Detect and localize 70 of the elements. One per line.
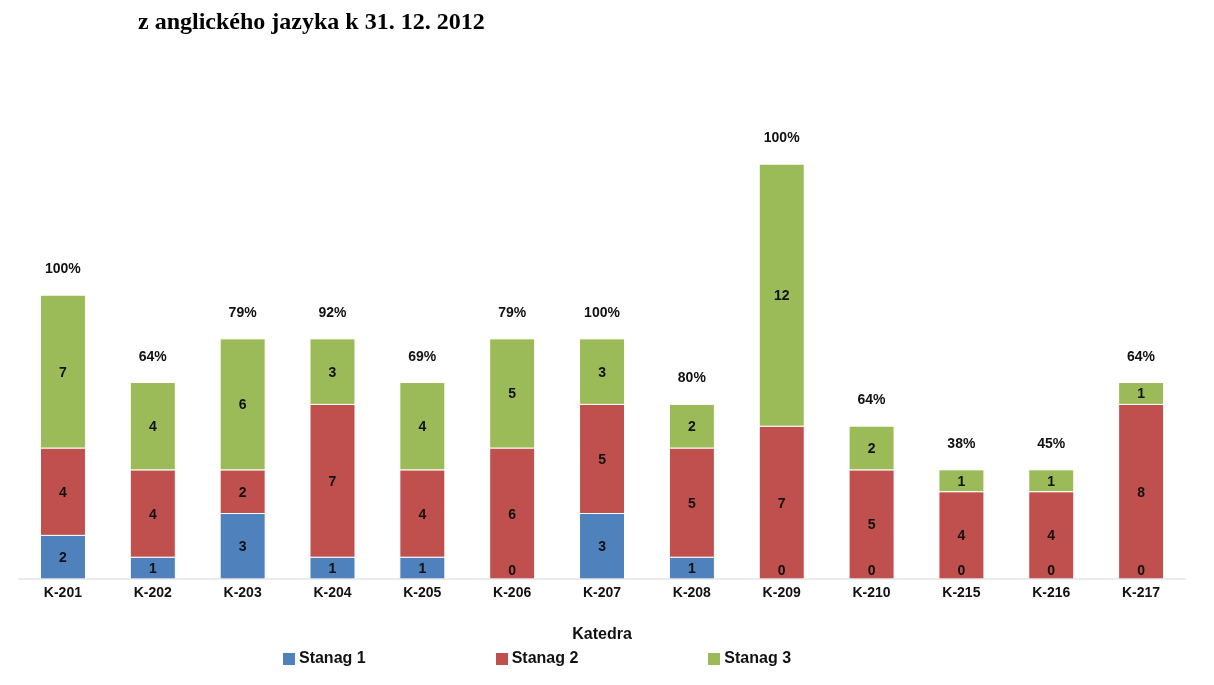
x-tick-label: K-203: [223, 583, 262, 600]
x-tick-label: K-204: [313, 583, 352, 600]
x-tick-label: K-205: [403, 583, 442, 600]
data-label: 1: [957, 472, 966, 489]
data-label: 4: [148, 418, 157, 435]
annotation: 45%: [1037, 434, 1066, 451]
data-label: 4: [957, 527, 966, 544]
data-label: 1: [687, 560, 696, 577]
annotation: 100%: [45, 260, 82, 277]
x-tick-label: K-206: [493, 583, 532, 600]
data-label: 1: [328, 560, 337, 577]
x-tick-label: K-215: [942, 583, 981, 600]
data-label: 5: [687, 494, 696, 511]
data-label: 8: [1137, 483, 1146, 500]
annotation: 64%: [857, 391, 887, 408]
data-label: 4: [59, 483, 68, 500]
annotation: 0: [1047, 562, 1056, 578]
x-tick-label: K-202: [133, 583, 173, 600]
data-label: 2: [238, 483, 247, 500]
data-label: 5: [598, 450, 607, 467]
legend-label: Stanag 1: [298, 649, 366, 666]
data-label: 2: [59, 549, 68, 566]
data-label: 2: [687, 418, 696, 435]
annotation: 69%: [408, 347, 437, 364]
x-tick-label: K-209: [762, 583, 801, 600]
annotation: 0: [957, 562, 966, 578]
data-label: 1: [418, 560, 427, 577]
legend-label: Stanag 3: [724, 649, 792, 666]
data-label: 3: [598, 363, 607, 380]
data-label: 4: [418, 418, 427, 435]
x-tick-label: K-208: [672, 583, 712, 600]
annotation: 79%: [498, 303, 527, 320]
data-label: 3: [598, 538, 607, 555]
annotation: 100%: [584, 303, 621, 320]
data-label: 12: [773, 287, 790, 304]
annotation: 79%: [228, 303, 258, 320]
annotation: 64%: [1127, 347, 1156, 364]
x-axis-title: Katedra: [572, 625, 632, 642]
annotation: 80%: [677, 369, 707, 386]
data-label: 4: [1047, 527, 1056, 544]
legend-label: Stanag 2: [511, 649, 579, 666]
data-label: 3: [238, 538, 247, 555]
annotation: 0: [777, 562, 786, 578]
data-label: 1: [1137, 385, 1146, 402]
data-label: 6: [508, 505, 517, 522]
data-label: 7: [59, 363, 68, 380]
data-label: 3: [328, 363, 337, 380]
annotation: 92%: [318, 303, 348, 320]
data-label: 5: [508, 385, 517, 402]
data-label: 4: [148, 505, 157, 522]
annotation: 100%: [763, 129, 801, 146]
x-tick-label: K-207: [582, 583, 622, 600]
annotation: 0: [867, 562, 876, 578]
chart-title: z anglického jazyka k 31. 12. 2012: [137, 8, 486, 36]
data-label: 7: [777, 494, 786, 511]
data-label: 7: [328, 472, 337, 489]
x-tick-label: K-216: [1032, 583, 1071, 600]
data-label: 5: [867, 516, 876, 533]
annotation: 38%: [947, 434, 976, 451]
data-label: 2: [867, 440, 876, 457]
annotation: 0: [508, 562, 517, 578]
annotation: 0: [1137, 562, 1146, 578]
x-tick-label: K-217: [1122, 583, 1161, 600]
data-label: 1: [1047, 472, 1056, 489]
data-label: 1: [148, 560, 157, 577]
data-label: 4: [418, 505, 427, 522]
x-tick-label: K-201: [43, 583, 83, 600]
annotation: 64%: [138, 347, 168, 364]
x-tick-label: K-210: [852, 583, 891, 600]
data-label: 6: [238, 396, 247, 413]
